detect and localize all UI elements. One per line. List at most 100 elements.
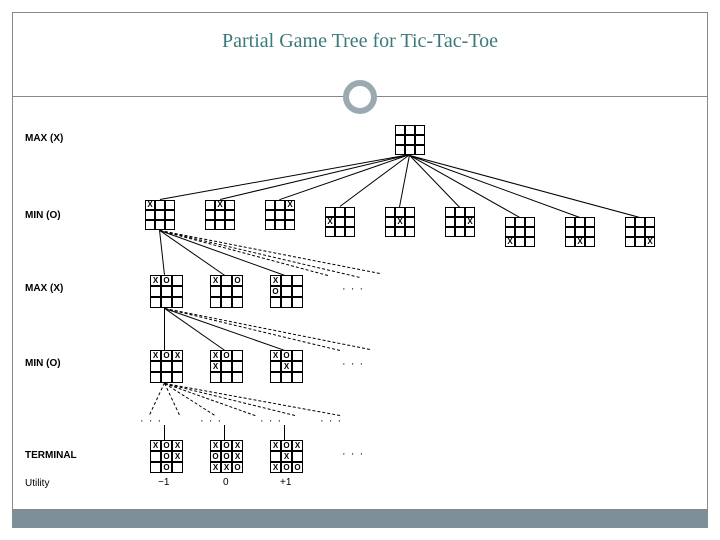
board-cell xyxy=(161,286,172,297)
board-cell xyxy=(635,217,645,227)
board-cell xyxy=(325,227,335,237)
board-cell: X xyxy=(465,217,475,227)
board-cell xyxy=(405,125,415,135)
board-cell xyxy=(465,207,475,217)
board-cell xyxy=(565,237,575,247)
board-cell xyxy=(150,372,161,383)
ellipsis-r3: · · · xyxy=(342,358,364,370)
tictactoe-board: XOX xyxy=(150,350,183,383)
board-cell xyxy=(575,217,585,227)
board-cell xyxy=(150,361,161,372)
board-cell: O xyxy=(161,350,172,361)
board-cell xyxy=(565,227,575,237)
board-cell xyxy=(172,361,183,372)
board-cell xyxy=(345,227,355,237)
board-cell xyxy=(285,220,295,230)
board-cell xyxy=(395,125,405,135)
tictactoe-board: X xyxy=(565,217,595,247)
board-cell: O xyxy=(281,350,292,361)
board-cell xyxy=(405,207,415,217)
board-cell: O xyxy=(161,275,172,286)
board-cell xyxy=(221,372,232,383)
board-cell: X xyxy=(270,350,281,361)
tictactoe-board: XOXXXOO xyxy=(270,440,303,473)
board-cell xyxy=(565,217,575,227)
board-cell xyxy=(395,227,405,237)
board-cell xyxy=(455,227,465,237)
board-cell xyxy=(292,286,303,297)
board-cell xyxy=(150,286,161,297)
tictactoe-board: X xyxy=(145,200,175,230)
board-cell: X xyxy=(215,200,225,210)
board-cell xyxy=(525,237,535,247)
board-cell xyxy=(325,207,335,217)
board-cell xyxy=(215,210,225,220)
game-tree-diagram: MAX (X) MIN (O) MAX (X) MIN (O) TERMINAL… xyxy=(80,125,700,505)
board-cell xyxy=(455,207,465,217)
board-cell xyxy=(210,372,221,383)
utility-neg1: −1 xyxy=(158,477,169,488)
board-cell xyxy=(505,217,515,227)
board-cell xyxy=(161,297,172,308)
board-cell: X xyxy=(270,440,281,451)
utility-0: 0 xyxy=(223,477,229,488)
board-cell xyxy=(232,372,243,383)
board-cell xyxy=(585,237,595,247)
tictactoe-board: X xyxy=(325,207,355,237)
board-cell xyxy=(292,361,303,372)
board-cell xyxy=(385,207,395,217)
board-cell xyxy=(292,451,303,462)
tictactoe-board: X xyxy=(385,207,415,237)
board-cell: X xyxy=(232,440,243,451)
board-cell xyxy=(221,361,232,372)
label-max-1: MAX (X) xyxy=(25,133,63,144)
utility-pos1: +1 xyxy=(280,477,291,488)
board-cell xyxy=(161,372,172,383)
board-cell xyxy=(281,286,292,297)
label-min-1: MIN (O) xyxy=(25,210,61,221)
board-cell xyxy=(515,227,525,237)
board-cell xyxy=(635,237,645,247)
board-cell xyxy=(445,227,455,237)
footer-bar xyxy=(12,510,708,528)
board-cell xyxy=(270,361,281,372)
board-cell xyxy=(292,350,303,361)
ellipsis-t4: · · · xyxy=(320,415,342,427)
tictactoe-board: X xyxy=(505,217,535,247)
board-cell: X xyxy=(270,462,281,473)
ellipsis-r2: · · · xyxy=(342,283,364,295)
board-cell xyxy=(455,217,465,227)
label-min-2: MIN (O) xyxy=(25,358,61,369)
board-cell: O xyxy=(232,462,243,473)
board-cell xyxy=(275,200,285,210)
board-cell xyxy=(172,462,183,473)
board-cell xyxy=(265,210,275,220)
board-cell: X xyxy=(505,237,515,247)
tictactoe-board xyxy=(395,125,425,155)
tree-edge xyxy=(220,154,410,200)
board-cell: X xyxy=(210,350,221,361)
board-cell: O xyxy=(281,462,292,473)
board-cell xyxy=(225,220,235,230)
board-cell: X xyxy=(210,361,221,372)
board-cell: O xyxy=(232,275,243,286)
board-cell xyxy=(645,227,655,237)
board-cell xyxy=(165,210,175,220)
tree-edge xyxy=(224,425,225,440)
board-cell xyxy=(210,286,221,297)
board-cell xyxy=(645,217,655,227)
board-cell xyxy=(415,125,425,135)
board-cell: O xyxy=(161,440,172,451)
board-cell xyxy=(150,451,161,462)
board-cell xyxy=(161,361,172,372)
board-cell xyxy=(625,217,635,227)
board-cell xyxy=(215,220,225,230)
tictactoe-board: XOX xyxy=(270,350,303,383)
tree-edge xyxy=(159,230,165,275)
board-cell: O xyxy=(270,286,281,297)
board-cell xyxy=(155,220,165,230)
board-cell xyxy=(232,350,243,361)
board-cell xyxy=(385,227,395,237)
board-cell xyxy=(515,217,525,227)
board-cell xyxy=(275,220,285,230)
